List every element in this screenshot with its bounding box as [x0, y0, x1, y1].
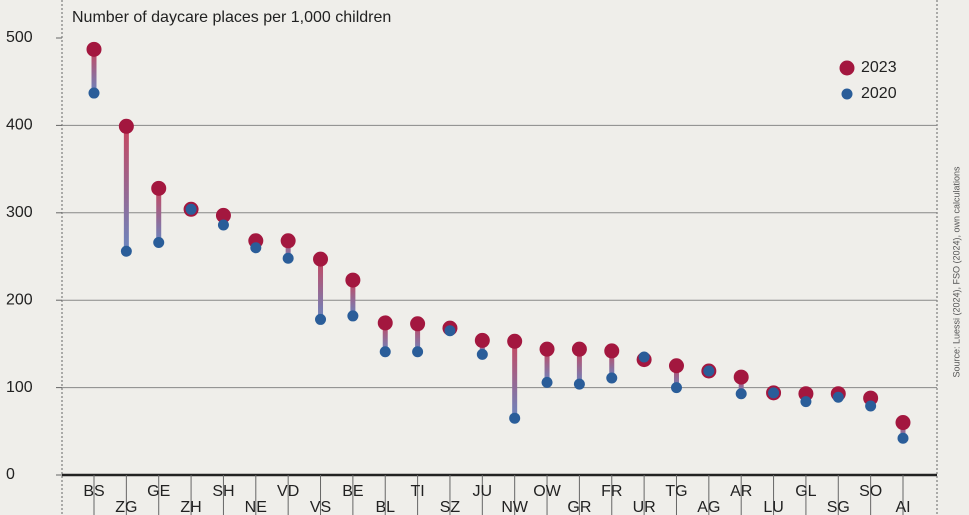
y-tick-label: 300 — [6, 204, 33, 221]
stem — [738, 377, 744, 394]
dot-2020 — [638, 351, 650, 363]
dot-2020 — [735, 388, 747, 400]
x-tick-label: SG — [827, 499, 850, 515]
dot-2023 — [507, 333, 523, 349]
dot-2023 — [118, 118, 134, 134]
x-tick-label: VD — [277, 483, 299, 500]
dot-2023 — [863, 390, 879, 406]
dot-2020 — [444, 325, 456, 337]
dot-2020 — [573, 378, 585, 390]
dot-2023 — [571, 341, 587, 357]
x-tick-label: NW — [501, 499, 529, 515]
y-tick-label: 0 — [6, 466, 15, 483]
dot-2020 — [315, 313, 327, 325]
stem — [285, 240, 291, 259]
dot-2023 — [151, 180, 167, 196]
y-tick-label: 200 — [6, 291, 33, 308]
x-tick-label: BS — [83, 483, 104, 500]
legend-swatch — [839, 60, 855, 76]
dot-2020 — [282, 252, 294, 264]
dot-2023 — [733, 369, 749, 385]
dot-2023 — [345, 272, 361, 288]
dot-2023 — [280, 233, 296, 249]
dot-2020 — [88, 87, 100, 99]
dot-2023 — [895, 415, 911, 431]
dot-2023 — [668, 358, 684, 374]
dot-2023 — [798, 386, 814, 402]
dot-2020 — [768, 387, 780, 399]
x-tick-label: SO — [859, 483, 882, 500]
x-tick-label: ZG — [115, 499, 137, 515]
stem — [156, 188, 162, 243]
x-tick-label: GE — [147, 483, 170, 500]
dot-2023 — [474, 332, 490, 348]
legend-label: 2020 — [861, 85, 897, 102]
x-tick-label: GR — [567, 499, 591, 515]
dot-2020 — [347, 310, 359, 322]
dot-2020 — [509, 412, 521, 424]
x-tick-label: JU — [473, 483, 493, 500]
legend-label: 2023 — [861, 59, 897, 76]
x-tick-label: AI — [895, 499, 910, 515]
x-tick-label: SH — [212, 483, 234, 500]
x-tick-label: AR — [730, 483, 752, 500]
x-tick-label: NE — [245, 499, 267, 515]
x-tick-label: TG — [665, 483, 687, 500]
stem — [382, 322, 388, 352]
x-tick-label: SZ — [440, 499, 461, 515]
stem — [673, 365, 679, 388]
dot-2020 — [120, 245, 132, 257]
dot-2020 — [865, 400, 877, 412]
dot-2023 — [604, 343, 620, 359]
dot-2023 — [313, 251, 329, 267]
stem — [576, 349, 582, 385]
x-tick-label: GL — [795, 483, 816, 500]
dot-2020 — [897, 432, 909, 444]
stem — [318, 259, 324, 320]
dot-2020 — [670, 382, 682, 394]
stem — [91, 49, 97, 94]
dot-2020 — [800, 396, 812, 408]
dot-2020 — [250, 242, 262, 254]
dot-2020 — [476, 348, 488, 360]
y-tick-label: 500 — [6, 29, 33, 46]
stem — [512, 341, 518, 419]
chart-title: Number of daycare places per 1,000 child… — [72, 9, 391, 26]
x-tick-label: TI — [410, 483, 424, 500]
dot-2023 — [539, 341, 555, 357]
dot-2020 — [832, 391, 844, 403]
dot-2023 — [215, 207, 231, 223]
x-tick-label: UR — [633, 499, 656, 515]
dot-2020 — [412, 346, 424, 358]
y-tick-label: 100 — [6, 379, 33, 396]
dot-2020 — [217, 219, 229, 231]
x-tick-label: BL — [375, 499, 395, 515]
x-tick-label: BE — [342, 483, 363, 500]
dot-2020 — [379, 346, 391, 358]
y-tick-label: 400 — [6, 117, 33, 134]
stem — [609, 350, 615, 378]
dot-2023 — [377, 315, 393, 331]
x-tick-label: FR — [601, 483, 622, 500]
x-tick-label: VS — [310, 499, 331, 515]
x-tick-label: LU — [763, 499, 783, 515]
source-note: Source: Luessi (2024), FSO (2024), own c… — [951, 166, 961, 378]
stem — [415, 323, 421, 352]
x-tick-label: AG — [697, 499, 720, 515]
x-tick-label: ZH — [180, 499, 201, 515]
legend-swatch — [841, 88, 853, 100]
dot-2023 — [410, 316, 426, 332]
dot-2020 — [541, 376, 553, 388]
stem — [350, 280, 356, 316]
stem — [123, 126, 129, 252]
dot-2020 — [606, 372, 618, 384]
dot-2020 — [185, 203, 197, 215]
dot-2020 — [153, 237, 165, 249]
x-tick-label: OW — [533, 483, 561, 500]
stem — [544, 349, 550, 383]
dot-2020 — [703, 365, 715, 377]
dot-2023 — [86, 41, 102, 57]
stem — [900, 422, 906, 439]
